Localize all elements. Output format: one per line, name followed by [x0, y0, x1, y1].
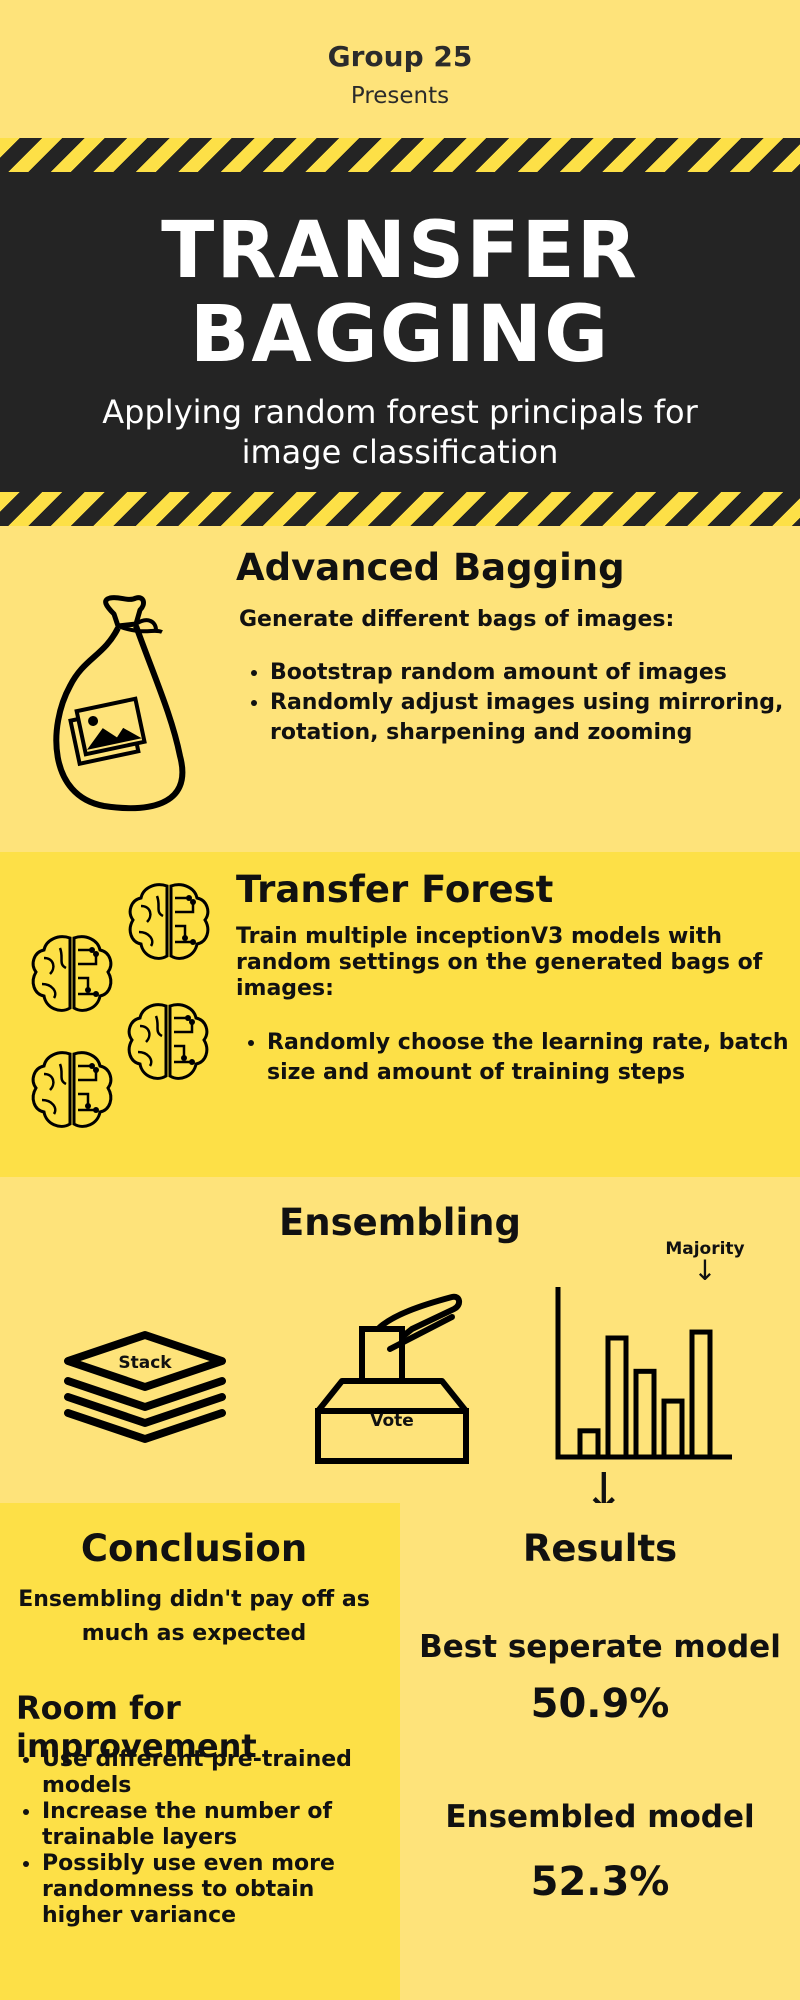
ensembled-model-value: 52.3%	[530, 1859, 670, 1905]
vote-label: Vote	[370, 1411, 414, 1431]
stack-label: Stack	[118, 1353, 172, 1373]
ballot-box-icon	[315, 1293, 469, 1464]
presents-label: Presents	[350, 83, 450, 109]
majority-label: Majority	[665, 1239, 745, 1259]
section-title: Advanced Bagging	[236, 546, 625, 589]
best-model-value: 50.9%	[530, 1681, 670, 1727]
bagging-bullets: Bootstrap random amount of images Random…	[240, 658, 800, 748]
stack-icon	[64, 1331, 226, 1443]
subtitle: Applying random forest principals for im…	[102, 393, 698, 471]
header: Group 25 Presents	[0, 0, 800, 138]
section-intro: Generate different bags of images:	[239, 607, 675, 632]
conclusion-title: Conclusion	[80, 1527, 308, 1570]
icon-bar	[577, 1428, 601, 1460]
forest-bullets: Randomly choose the learning rate, batch…	[237, 1028, 800, 1088]
icon-bar	[661, 1398, 685, 1460]
list-item: Increase the number of trainable layers	[42, 1799, 402, 1851]
title-banner: TRANSFER BAGGING Applying random forest …	[0, 172, 800, 492]
section-title: Ensembling	[279, 1201, 521, 1244]
ensembling-section: Ensembling Stack Vote Majority ↓ ↓	[0, 1177, 800, 1523]
icon-bar	[605, 1335, 629, 1460]
bar-chart-icon	[555, 1287, 732, 1460]
ensembled-model-label: Ensembled model	[445, 1799, 755, 1835]
list-item: Use different pre-trained models	[42, 1747, 402, 1799]
conclusion-section: Conclusion Ensembling didn't pay off as …	[0, 1503, 400, 2000]
section-intro: Train multiple inceptionV3 models with r…	[236, 924, 763, 1001]
majority-arrow-icon: ↓	[693, 1254, 717, 1287]
list-item: Possibly use even more randomness to obt…	[42, 1851, 402, 1929]
advanced-bagging-section: Advanced Bagging Generate different bags…	[0, 526, 800, 852]
title-line-1: TRANSFER	[161, 206, 639, 296]
results-section: Results Best seperate model 50.9% Ensemb…	[400, 1503, 800, 2000]
results-title: Results	[522, 1527, 678, 1570]
icon-bar	[633, 1368, 657, 1460]
icon-bar	[689, 1329, 713, 1460]
improvement-title: Room for improvement	[16, 1689, 257, 1765]
transfer-forest-section: Transfer Forest Train multiple inception…	[0, 852, 800, 1177]
section-title: Transfer Forest	[236, 868, 554, 911]
hazard-stripe-top	[0, 138, 800, 172]
list-item: Bootstrap random amount of images	[270, 658, 800, 688]
list-item: Randomly choose the learning rate, batch…	[267, 1028, 800, 1088]
title-line-2: BAGGING	[189, 290, 611, 380]
conclusion-text: Ensembling didn't pay off as much as exp…	[18, 1587, 370, 1646]
brain-circuit-icon	[31, 883, 210, 1128]
best-model-label: Best seperate model	[419, 1629, 781, 1665]
improvement-bullets: Use different pre-trained models Increas…	[12, 1747, 402, 1929]
list-item: Randomly adjust images using mirroring, …	[270, 688, 800, 748]
group-name: Group 25	[327, 40, 473, 73]
hazard-stripe-bottom	[0, 492, 800, 526]
bag-of-images-icon	[53, 595, 186, 812]
